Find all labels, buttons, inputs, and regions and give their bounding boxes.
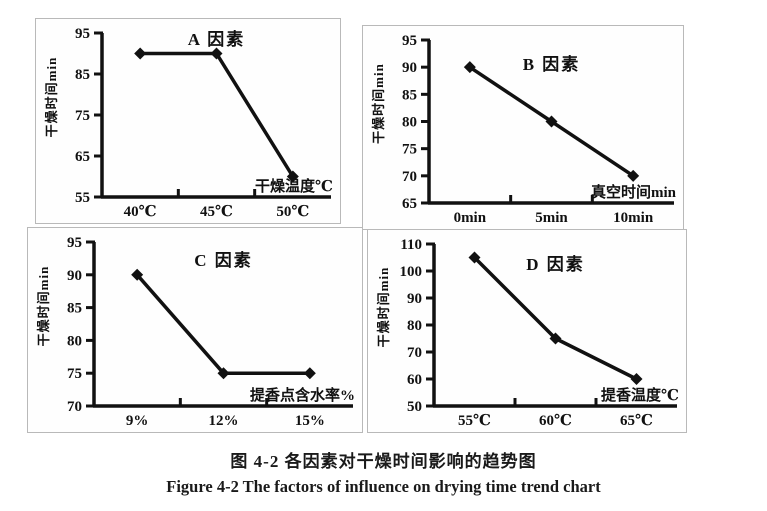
data-point-marker: [134, 47, 147, 60]
y-tick-label: 110: [400, 237, 422, 253]
y-tick-label: 95: [67, 235, 82, 251]
x-axis-title: 干燥温度℃: [255, 177, 333, 195]
x-tick-label: 40℃: [124, 204, 157, 220]
data-point-marker: [468, 251, 481, 264]
y-tick-label: 65: [75, 149, 90, 165]
y-tick-label: 90: [402, 60, 417, 76]
x-tick-label: 12%: [209, 413, 239, 429]
x-tick-label: 10min: [613, 210, 654, 226]
y-tick-label: 80: [407, 318, 422, 334]
data-point-marker: [131, 268, 144, 281]
y-tick-label: 80: [402, 115, 417, 131]
data-point-marker: [286, 170, 299, 183]
data-point-marker: [630, 373, 643, 385]
x-axis-title: 提香点含水率%: [250, 386, 355, 404]
figure-caption-chinese: 图 4-2 各因素对干燥时间影响的趋势图: [230, 452, 537, 471]
y-tick-label: 80: [67, 333, 82, 349]
x-axis-title: 真空时间min: [591, 183, 677, 201]
chart-title: C 因素: [194, 251, 253, 270]
y-axis-title: 干燥时间min: [371, 63, 386, 144]
x-tick-label: 65℃: [620, 413, 653, 429]
data-point-marker: [210, 47, 223, 60]
y-tick-label: 65: [402, 196, 417, 212]
y-tick-label: 70: [67, 399, 82, 415]
y-tick-label: 90: [67, 268, 82, 284]
y-axis-title: 干燥时间min: [44, 57, 59, 138]
y-tick-label: 95: [402, 33, 417, 49]
y-tick-label: 50: [407, 399, 422, 415]
chart-panel-b: 65 70 75 80 85 90 95 0min 5min 10min B 因素真空时间min 干燥…: [362, 25, 684, 230]
data-point-marker: [463, 61, 476, 74]
chart-panel-c: 70 75 80 85 90 95 9% 12% 15% C 因素提香点含水率% 干燥时间min: [27, 227, 363, 433]
y-tick-label: 95: [75, 26, 90, 42]
y-tick-label: 100: [400, 264, 423, 280]
chart-title: B 因素: [523, 55, 581, 74]
figure-caption-english: Figure 4-2 The factors of influence on d…: [166, 477, 601, 496]
series-line: [135, 273, 310, 375]
series-line: [473, 256, 638, 381]
y-tick-label: 90: [407, 291, 422, 307]
data-point-marker: [549, 332, 562, 345]
x-tick-label: 55℃: [458, 413, 491, 429]
y-tick-label: 85: [402, 87, 417, 103]
series-line: [140, 51, 295, 178]
y-tick-label: 55: [75, 190, 90, 206]
x-tick-label: 9%: [126, 413, 149, 429]
y-tick-label: 85: [75, 67, 90, 83]
data-point-marker: [217, 367, 230, 380]
chart-panel-a: 55 65 75 85 95 40℃ 45℃ 50℃ A 因素干燥温度℃ 干燥时间min: [35, 18, 341, 224]
x-axis-title: 提香温度℃: [601, 386, 679, 404]
y-tick-label: 85: [67, 301, 82, 317]
y-tick-label: 70: [407, 345, 422, 361]
chart-panel-d: 50 60 70 80 90 100 110 55℃ 60℃ 65℃ D 因素提香温度℃ 干燥时间mi…: [367, 229, 687, 433]
y-tick-label: 70: [402, 169, 417, 185]
x-tick-label: 5min: [535, 210, 568, 226]
data-point-marker: [627, 169, 640, 182]
chart-title: A 因素: [188, 30, 246, 49]
y-tick-label: 75: [67, 366, 82, 382]
chart-title: D 因素: [526, 255, 585, 274]
y-axis-title: 干燥时间min: [36, 266, 51, 347]
x-tick-label: 50℃: [276, 204, 309, 220]
y-axis-title: 干燥时间min: [376, 267, 391, 348]
data-point-marker: [545, 115, 558, 128]
x-tick-label: 45℃: [200, 204, 233, 220]
x-tick-label: 60℃: [539, 413, 572, 429]
y-tick-label: 75: [75, 108, 90, 124]
data-point-marker: [303, 367, 316, 380]
x-tick-label: 0min: [454, 210, 487, 226]
y-tick-label: 60: [407, 372, 422, 388]
y-tick-label: 75: [402, 142, 417, 158]
x-tick-label: 15%: [295, 413, 325, 429]
